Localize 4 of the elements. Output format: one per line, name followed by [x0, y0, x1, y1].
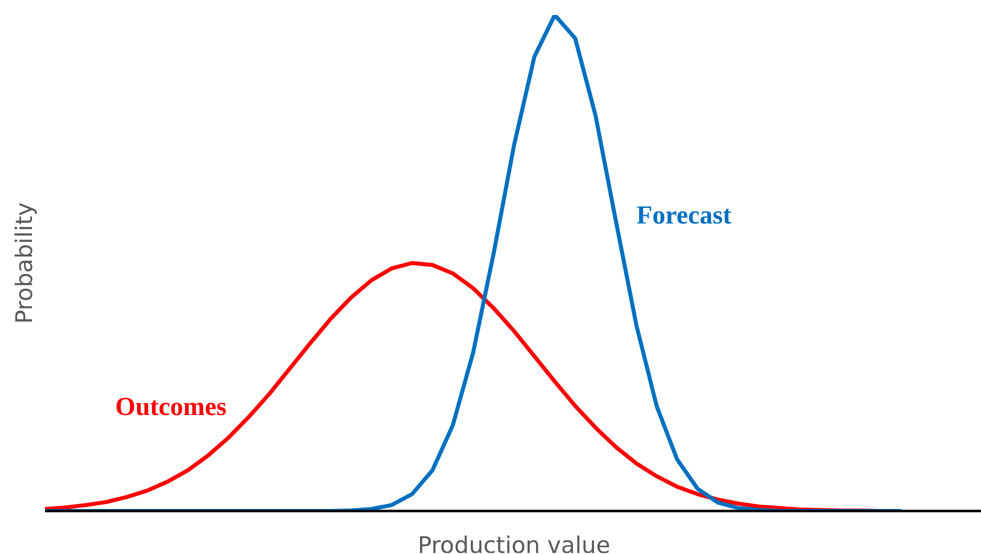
x-axis-title: Production value: [418, 533, 610, 554]
y-axis-title: Probability: [12, 202, 38, 324]
series-label: Forecast: [636, 200, 732, 230]
series-label: Outcomes: [115, 392, 227, 421]
